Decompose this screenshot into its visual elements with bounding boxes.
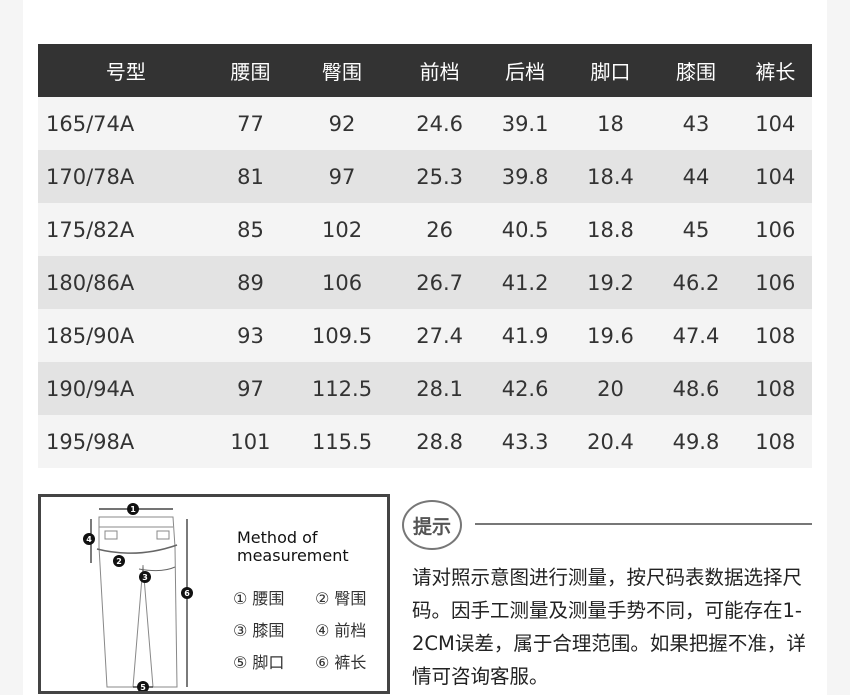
table-cell: 43.3: [482, 415, 568, 468]
table-cell: 25.3: [396, 150, 483, 203]
table-cell: 47.4: [653, 309, 739, 362]
table-cell: 97: [287, 150, 397, 203]
table-cell: 42.6: [482, 362, 568, 415]
legend-item: ⑥ 裤长: [315, 653, 367, 672]
pants-diagram-icon: 1 2 3 4 5 6: [83, 503, 193, 691]
table-cell: 49.8: [653, 415, 739, 468]
table-cell: 92: [287, 97, 397, 150]
legend-item: ③ 膝围: [233, 621, 285, 640]
table-cell: 81: [213, 150, 288, 203]
marker-5: 5: [140, 683, 146, 691]
marker-6: 6: [184, 589, 190, 598]
table-cell: 43: [653, 97, 739, 150]
marker-3: 3: [142, 573, 148, 582]
table-cell: 20: [567, 362, 654, 415]
table-cell: 18.4: [567, 150, 654, 203]
table-cell: 108: [738, 362, 812, 415]
table-row: 185/90A 93 109.5 27.4 41.9 19.6 47.4 108: [38, 309, 812, 362]
diagram-legend: ① 腰围 ② 臀围 ③ 膝围 ④ 前档 ⑤ 脚口 ⑥ 裤长: [233, 585, 385, 673]
table-cell: 48.6: [653, 362, 739, 415]
table-cell: 39.1: [482, 97, 568, 150]
table-cell: 101: [213, 415, 288, 468]
divider: [475, 523, 812, 525]
table-cell: 19.2: [567, 256, 654, 309]
table-row: 190/94A 97 112.5 28.1 42.6 20 48.6 108: [38, 362, 812, 415]
tip-text: 请对照示意图进行测量，按尺码表数据选择尺码。因手工测量及测量手势不同，可能存在1…: [412, 566, 806, 688]
table-cell: 108: [738, 309, 812, 362]
table-row: 180/86A 89 106 26.7 41.2 19.2 46.2 106: [38, 256, 812, 309]
table-cell: 45: [653, 203, 739, 256]
column-header: 后档: [482, 44, 568, 97]
table-cell: 26: [396, 203, 483, 256]
table-cell: 28.8: [396, 415, 483, 468]
marker-4: 4: [86, 535, 92, 544]
marker-2: 2: [116, 557, 122, 566]
table-cell: 44: [653, 150, 739, 203]
table-cell: 18: [567, 97, 654, 150]
column-header: 脚口: [567, 44, 654, 97]
diagram-title: Method of measurement: [237, 528, 349, 565]
table-cell: 108: [738, 415, 812, 468]
column-header: 臀围: [287, 44, 397, 97]
table-row: 175/82A 85 102 26 40.5 18.8 45 106: [38, 203, 812, 256]
table-cell: 195/98A: [38, 415, 214, 468]
table-cell: 102: [287, 203, 397, 256]
table-cell: 28.1: [396, 362, 483, 415]
table-cell: 41.9: [482, 309, 568, 362]
table-cell: 180/86A: [38, 256, 214, 309]
table-cell: 26.7: [396, 256, 483, 309]
table-row: 165/74A 77 92 24.6 39.1 18 43 104: [38, 97, 812, 150]
legend-item: ② 臀围: [315, 589, 367, 608]
table-cell: 165/74A: [38, 97, 214, 150]
column-header: 裤长: [738, 44, 812, 97]
column-header: 前档: [396, 44, 483, 97]
size-table: 号型 腰围 臀围 前档 后档 脚口 膝围 裤长 165/74A 77 92 24.6 39.1 18 43…: [38, 44, 812, 468]
column-header: 号型: [38, 44, 214, 97]
table-row: 170/78A 81 97 25.3 39.8 18.4 44 104: [38, 150, 812, 203]
legend-item: ① 腰围: [233, 589, 285, 608]
table-cell: 106: [738, 203, 812, 256]
table-cell: 93: [213, 309, 288, 362]
table-cell: 24.6: [396, 97, 483, 150]
legend-item: ⑤ 脚口: [233, 653, 285, 672]
table-header: 号型 腰围 臀围 前档 后档 脚口 膝围 裤长: [38, 44, 812, 97]
table-cell: 190/94A: [38, 362, 214, 415]
table-cell: 185/90A: [38, 309, 214, 362]
table-row: 195/98A 101 115.5 28.8 43.3 20.4 49.8 108: [38, 415, 812, 468]
table-cell: 89: [213, 256, 288, 309]
table-cell: 106: [738, 256, 812, 309]
table-cell: 18.8: [567, 203, 654, 256]
table-cell: 109.5: [287, 309, 397, 362]
table-cell: 85: [213, 203, 288, 256]
table-cell: 41.2: [482, 256, 568, 309]
marker-1: 1: [130, 505, 136, 514]
table-cell: 175/82A: [38, 203, 214, 256]
table-cell: 19.6: [567, 309, 654, 362]
legend-item: ④ 前档: [315, 621, 367, 640]
table-cell: 27.4: [396, 309, 483, 362]
table-cell: 20.4: [567, 415, 654, 468]
table-cell: 170/78A: [38, 150, 214, 203]
table-cell: 39.8: [482, 150, 568, 203]
table-cell: 115.5: [287, 415, 397, 468]
table-cell: 112.5: [287, 362, 397, 415]
tip-badge: 提示: [402, 500, 462, 550]
table-cell: 77: [213, 97, 288, 150]
column-header: 腰围: [213, 44, 288, 97]
measurement-diagram: 1 2 3 4 5 6 Method of measurement ① 腰围 ②…: [38, 494, 390, 694]
table-cell: 106: [287, 256, 397, 309]
column-header: 膝围: [653, 44, 739, 97]
table-cell: 104: [738, 97, 812, 150]
table-cell: 104: [738, 150, 812, 203]
table-cell: 97: [213, 362, 288, 415]
table-cell: 46.2: [653, 256, 739, 309]
table-cell: 40.5: [482, 203, 568, 256]
